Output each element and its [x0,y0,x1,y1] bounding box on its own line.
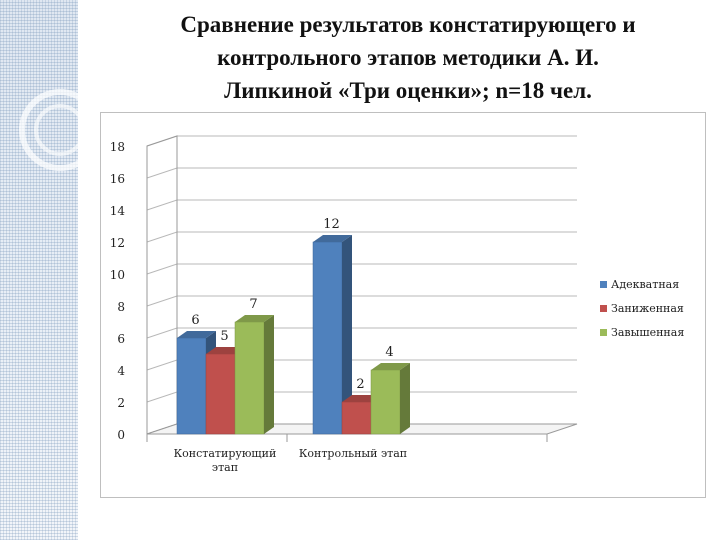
title-line-1: Сравнение результатов констатирующего и [180,12,636,37]
x-tick-label: этап [212,461,238,474]
y-tick-label: 16 [110,172,125,186]
legend-swatch-overstated [600,328,607,336]
x-tick-label: Контрольный этап [299,447,407,460]
bar-value-label: 2 [356,377,364,392]
bar-value-label: 12 [323,217,340,232]
chart-legend: Адекватная Заниженная Завышенная [600,272,684,344]
y-tick-label: 6 [117,332,125,346]
y-tick-label: 10 [110,268,125,282]
bar [341,401,372,435]
slide-title: Сравнение результатов констатирующего и … [108,8,708,107]
bar-top [235,315,274,322]
bar [205,353,236,435]
legend-item-overstated: Завышенная [600,320,684,344]
title-line-2: контрольного этапов методики А. И. [217,45,599,70]
y-tick-label: 14 [110,204,126,218]
bar-chart: 0 2 4 6 8 10 12 14 16 18 6 5 7 12 2 4 Констатирующийэтап… [110,135,578,474]
bar [176,337,207,435]
legend-item-lowered: Заниженная [600,296,684,320]
y-tick-label: 12 [110,236,125,250]
bar-value-label: 7 [249,297,257,312]
legend-swatch-adequate [600,280,607,288]
bar-value-label: 4 [385,345,393,360]
decorative-side-strip [0,0,78,540]
legend-label-overstated: Завышенная [611,325,685,339]
bar-side [264,315,274,434]
y-tick-label: 4 [117,364,125,378]
chart-back-wall [177,136,577,424]
bar [370,369,401,435]
x-tick-label: Констатирующий [174,447,277,460]
bar-top [313,235,352,242]
bar-value-label: 6 [191,313,199,328]
bar [234,321,265,435]
title-line-3: Липкиной «Три оценки»; n=18 чел. [224,78,592,103]
legend-item-adequate: Адекватная [600,272,684,296]
legend-label-adequate: Адекватная [611,277,680,291]
bar-top [371,363,410,370]
bar-top [177,331,216,338]
bar-value-label: 5 [220,329,228,344]
y-tick-label: 8 [117,300,125,314]
chart-side-wall [146,135,178,435]
legend-label-lowered: Заниженная [611,301,684,315]
bar-side [400,363,410,434]
legend-swatch-lowered [600,304,607,312]
bar-side [342,235,352,434]
decorative-arcs [19,89,78,171]
y-tick-label: 18 [110,140,125,154]
bar [312,241,343,435]
y-tick-label: 0 [117,428,125,442]
y-tick-label: 2 [117,396,125,410]
